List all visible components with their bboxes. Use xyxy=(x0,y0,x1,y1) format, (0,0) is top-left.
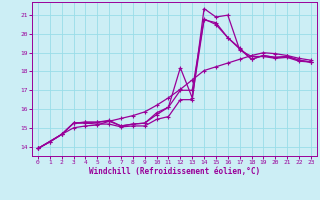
X-axis label: Windchill (Refroidissement éolien,°C): Windchill (Refroidissement éolien,°C) xyxy=(89,167,260,176)
